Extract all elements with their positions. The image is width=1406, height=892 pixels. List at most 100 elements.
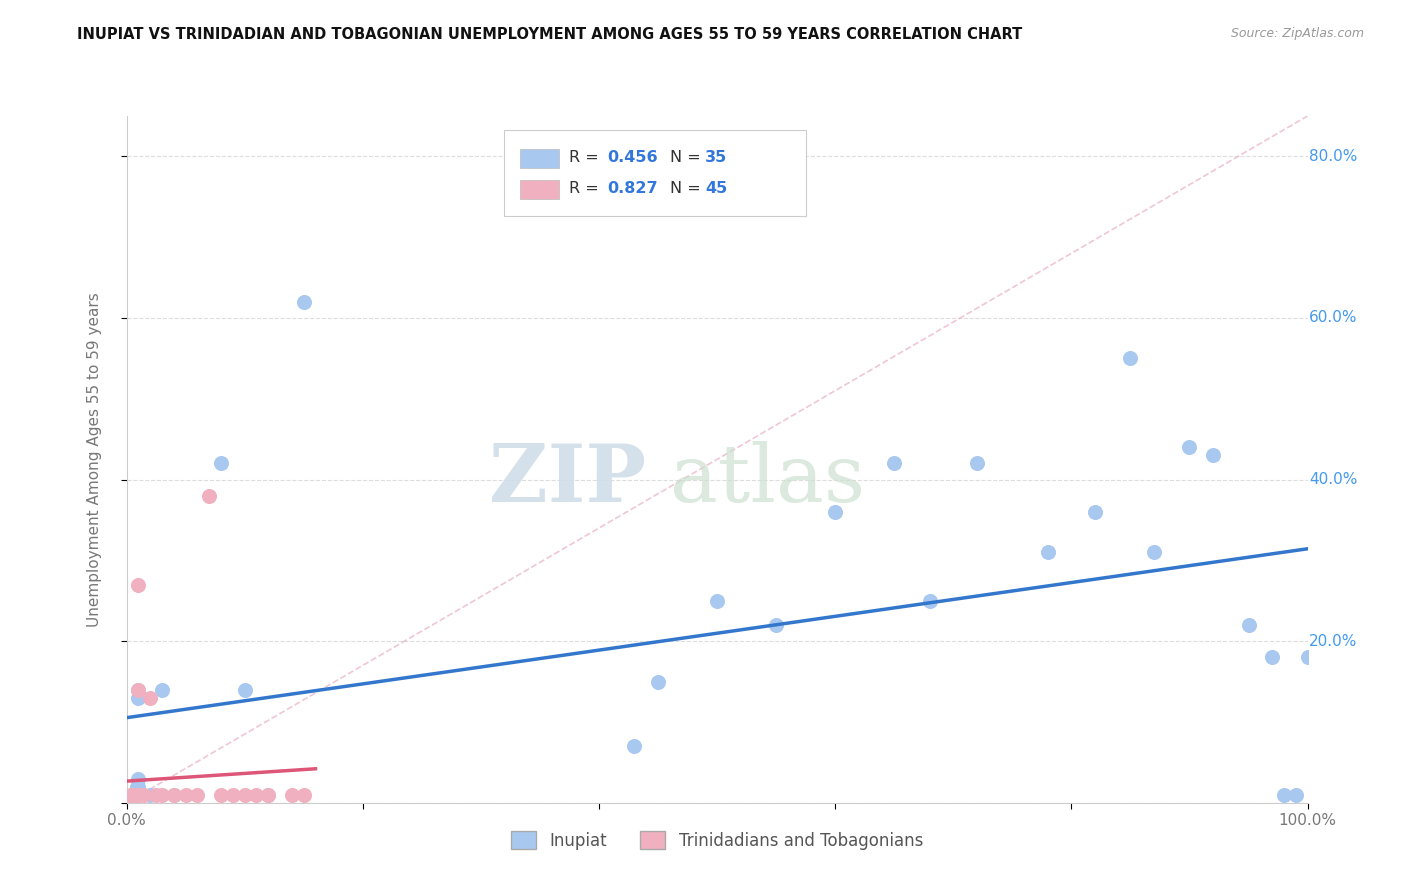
Point xyxy=(121,788,143,802)
Point xyxy=(121,788,143,802)
Text: 40.0%: 40.0% xyxy=(1309,472,1357,487)
Point xyxy=(127,788,149,802)
Text: 60.0%: 60.0% xyxy=(1309,310,1357,326)
Point xyxy=(127,690,149,705)
Point xyxy=(1119,351,1142,366)
Point xyxy=(765,618,787,632)
Point xyxy=(127,780,149,794)
Point xyxy=(124,788,146,802)
Point xyxy=(121,788,143,802)
Point xyxy=(121,788,143,802)
Point xyxy=(186,788,208,802)
Text: N =: N = xyxy=(669,151,706,165)
Point xyxy=(883,457,905,471)
Point xyxy=(134,788,156,802)
Point xyxy=(292,294,315,309)
Point xyxy=(121,788,143,802)
Point xyxy=(121,788,143,802)
Point xyxy=(139,788,162,802)
Point xyxy=(121,788,143,802)
Point xyxy=(127,788,149,802)
Point xyxy=(127,682,149,697)
Point xyxy=(918,594,941,608)
Point xyxy=(150,788,173,802)
Y-axis label: Unemployment Among Ages 55 to 59 years: Unemployment Among Ages 55 to 59 years xyxy=(87,292,103,627)
Point xyxy=(121,788,143,802)
Point xyxy=(127,788,149,802)
Point xyxy=(121,788,143,802)
Point xyxy=(824,505,846,519)
Text: atlas: atlas xyxy=(669,441,865,519)
Point xyxy=(281,788,304,802)
Point xyxy=(174,788,197,802)
Point xyxy=(222,788,245,802)
Point xyxy=(233,682,256,697)
Point xyxy=(257,788,280,802)
Point xyxy=(1202,448,1225,462)
Point xyxy=(127,788,149,802)
Point xyxy=(1084,505,1107,519)
Point xyxy=(233,788,256,802)
Point xyxy=(121,788,143,802)
Point xyxy=(127,682,149,697)
Point xyxy=(163,788,186,802)
Point xyxy=(121,788,143,802)
Text: N =: N = xyxy=(669,181,706,196)
Point xyxy=(1237,618,1260,632)
Point xyxy=(121,788,143,802)
Point xyxy=(127,780,149,794)
Point xyxy=(121,788,143,802)
Point xyxy=(198,489,221,503)
Text: ZIP: ZIP xyxy=(489,441,647,519)
Point xyxy=(706,594,728,608)
Point xyxy=(121,788,143,802)
Text: 45: 45 xyxy=(706,181,727,196)
Point xyxy=(245,788,267,802)
Point xyxy=(124,788,146,802)
Point xyxy=(1296,650,1319,665)
Point xyxy=(209,788,232,802)
Text: 0.456: 0.456 xyxy=(607,151,658,165)
Point xyxy=(121,788,143,802)
Point xyxy=(1178,440,1201,454)
Text: Source: ZipAtlas.com: Source: ZipAtlas.com xyxy=(1230,27,1364,40)
Text: 0.827: 0.827 xyxy=(607,181,658,196)
Point xyxy=(127,577,149,591)
Point xyxy=(125,788,148,802)
FancyBboxPatch shape xyxy=(520,149,558,169)
Text: 80.0%: 80.0% xyxy=(1309,149,1357,164)
Point xyxy=(1036,545,1059,559)
Point xyxy=(150,682,173,697)
Text: INUPIAT VS TRINIDADIAN AND TOBAGONIAN UNEMPLOYMENT AMONG AGES 55 TO 59 YEARS COR: INUPIAT VS TRINIDADIAN AND TOBAGONIAN UN… xyxy=(77,27,1022,42)
Point xyxy=(1143,545,1166,559)
Point xyxy=(121,788,143,802)
Point xyxy=(125,788,148,802)
Point xyxy=(257,788,280,802)
Point xyxy=(127,788,149,802)
FancyBboxPatch shape xyxy=(520,180,558,199)
Point xyxy=(121,788,143,802)
Point xyxy=(127,788,149,802)
Point xyxy=(1272,788,1295,802)
Point xyxy=(623,739,645,754)
Point xyxy=(1285,788,1308,802)
Point xyxy=(145,788,167,802)
Point xyxy=(121,788,143,802)
Point xyxy=(209,457,232,471)
Point xyxy=(647,674,669,689)
Point xyxy=(121,788,143,802)
Point xyxy=(127,772,149,786)
Point xyxy=(127,788,149,802)
Point xyxy=(121,788,143,802)
Text: 35: 35 xyxy=(706,151,727,165)
Text: R =: R = xyxy=(569,181,605,196)
Text: 20.0%: 20.0% xyxy=(1309,633,1357,648)
FancyBboxPatch shape xyxy=(505,129,806,216)
Point xyxy=(139,690,162,705)
Point xyxy=(1261,650,1284,665)
Point xyxy=(163,788,186,802)
Legend: Inupiat, Trinidadians and Tobagonians: Inupiat, Trinidadians and Tobagonians xyxy=(505,825,929,856)
Point xyxy=(966,457,988,471)
Text: R =: R = xyxy=(569,151,605,165)
Point xyxy=(121,788,143,802)
